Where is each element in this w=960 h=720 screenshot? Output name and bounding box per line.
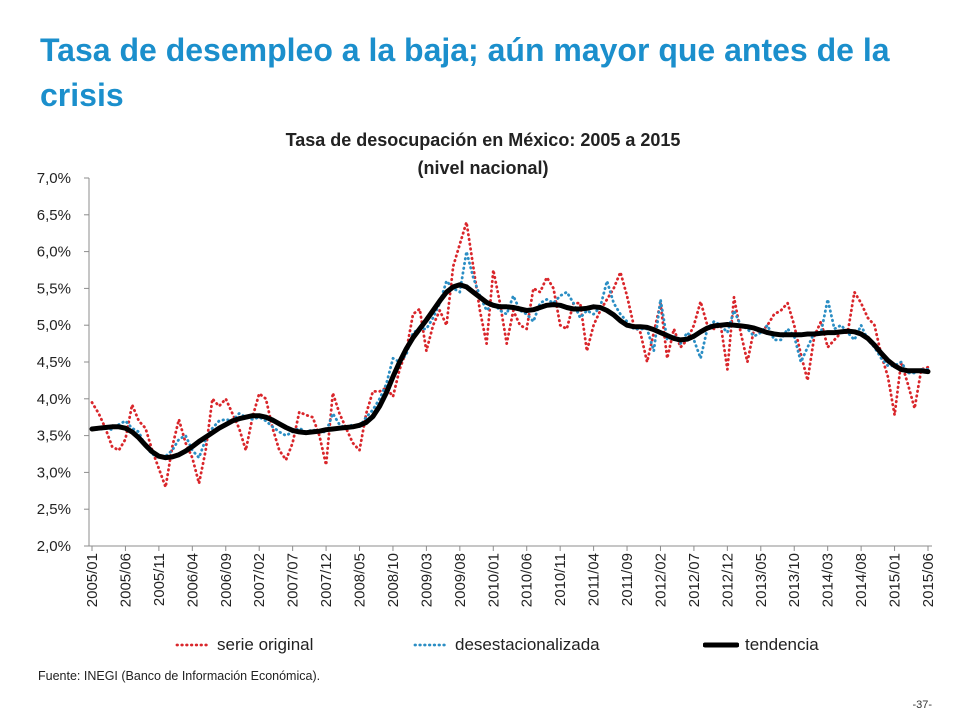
page-number: -37- <box>912 699 932 711</box>
chart-title-block: Tasa de desocupación en México: 2005 a 2… <box>183 126 783 182</box>
y-tick-label: 3,5% <box>37 428 71 445</box>
x-tick-label: 2014/08 <box>853 553 870 607</box>
x-tick-label: 2005/01 <box>84 553 101 607</box>
x-tick-label: 2007/07 <box>285 553 302 607</box>
x-tick-label: 2005/06 <box>117 553 134 607</box>
x-tick-label: 2008/10 <box>385 553 402 607</box>
y-tick-label: 6,5% <box>37 207 71 224</box>
slide-title: Tasa de desempleo a la baja; aún mayor q… <box>40 32 890 113</box>
x-tick-label: 2014/03 <box>820 553 837 607</box>
series-line-tendencia <box>89 282 931 461</box>
y-tick-label: 5,5% <box>37 280 71 297</box>
legend-label-serie-original: serie original <box>217 635 314 654</box>
y-tick-label: 4,5% <box>37 354 71 371</box>
chart-title: Tasa de desocupación en México: 2005 a 2… <box>285 130 681 150</box>
x-tick-label: 2012/07 <box>686 553 703 607</box>
x-tick-label: 2011/09 <box>619 553 636 606</box>
x-tick-label: 2006/04 <box>184 553 201 607</box>
legend-label-desestacionalizada: desestacionalizada <box>455 635 600 654</box>
x-tick-label: 2008/05 <box>352 553 369 607</box>
x-tick-label: 2006/09 <box>218 553 235 607</box>
plot-area: 7,0% 6,5% 6,0% 5,5% 5,0% 4,5% 4,0% 3,5% 3,0% 2,5%… <box>37 170 937 607</box>
x-tick-label: 2012/12 <box>719 553 736 607</box>
source-note: Fuente: INEGI (Banco de Información Econ… <box>38 669 321 683</box>
y-tick-label: 2,0% <box>37 538 71 555</box>
x-tick-label: 2010/01 <box>485 553 502 607</box>
x-tick-label: 2005/11 <box>151 553 168 606</box>
x-tick-label: 2010/11 <box>552 553 569 606</box>
legend-swatch-desestacionalizada <box>413 643 449 647</box>
x-tick-label: 2012/02 <box>652 553 669 607</box>
chart-subtitle: (nivel nacional) <box>417 158 549 178</box>
legend-item-serie-original: serie original <box>175 634 313 656</box>
x-tick-label: 2009/08 <box>452 553 469 607</box>
legend-label-tendencia: tendencia <box>745 635 819 654</box>
y-tick-label: 6,0% <box>37 244 71 261</box>
legend-swatch-tendencia <box>703 642 739 648</box>
series-line-serie-original <box>90 220 930 489</box>
x-tick-label: 2007/02 <box>251 553 268 607</box>
x-tick-label: 2015/06 <box>920 553 937 607</box>
x-tick-label: 2009/03 <box>418 553 435 607</box>
y-tick-label: 5,0% <box>37 317 71 334</box>
legend-item-desestacionalizada: desestacionalizada <box>413 634 600 656</box>
x-tick-label: 2013/10 <box>786 553 803 607</box>
y-tick-label: 7,0% <box>37 170 71 187</box>
x-tick-label: 2011/04 <box>586 553 603 606</box>
x-tick-label: 2013/05 <box>753 553 770 607</box>
y-tick-label: 4,0% <box>37 391 71 408</box>
legend-swatch-serie-original <box>175 643 211 647</box>
x-tick-label: 2015/01 <box>887 553 904 607</box>
y-tick-label: 3,0% <box>37 464 71 481</box>
x-tick-label: 2007/12 <box>318 553 335 607</box>
x-tick-label: 2010/06 <box>519 553 536 607</box>
y-tick-label: 2,5% <box>37 501 71 518</box>
legend-item-tendencia: tendencia <box>703 634 819 656</box>
